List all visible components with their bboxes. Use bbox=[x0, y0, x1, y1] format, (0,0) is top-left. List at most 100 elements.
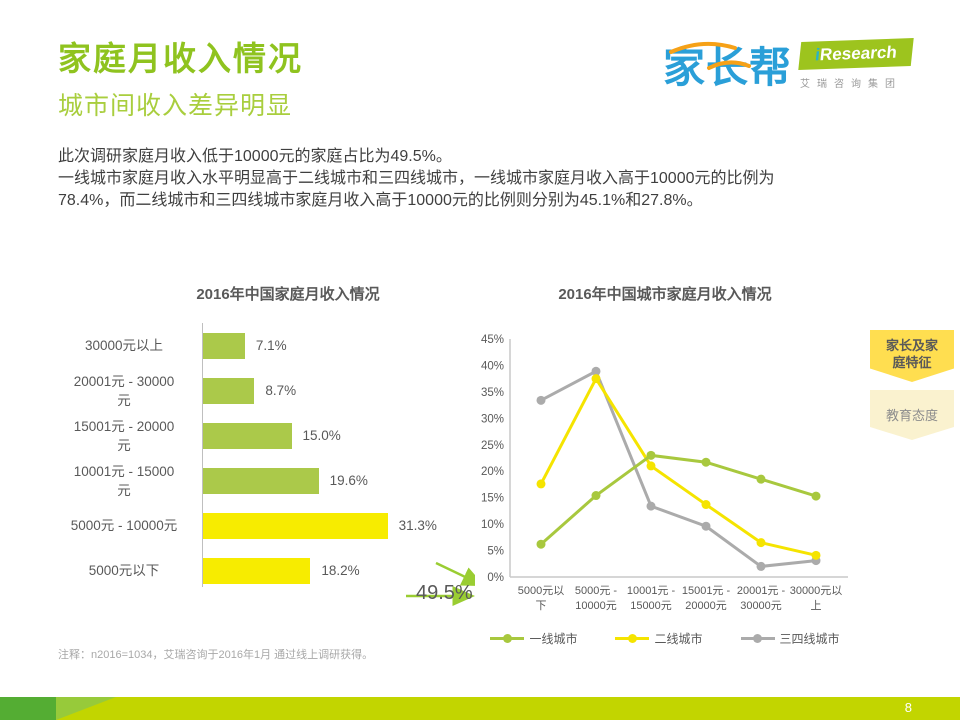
series-line-一线城市 bbox=[540, 453, 817, 546]
bar-category-label: 15001元 - 20000 元 bbox=[73, 418, 175, 453]
legend-item: 三四线城市 bbox=[740, 630, 840, 647]
iresearch-logo-text: iResearch bbox=[814, 42, 898, 65]
bar-track: 7.1% bbox=[196, 332, 468, 359]
data-point bbox=[591, 366, 601, 376]
x-category-label: 5000元 - 10000元 bbox=[574, 585, 618, 612]
iresearch-badge: iResearch bbox=[798, 38, 914, 70]
data-point bbox=[701, 500, 711, 510]
section-tabs: 家长及家 庭特征 教育态度 bbox=[870, 330, 954, 440]
y-tick-label: 0% bbox=[487, 572, 504, 583]
bar bbox=[203, 467, 319, 494]
y-tick-label: 40% bbox=[481, 360, 504, 372]
bar-category-label: 30000元以上 bbox=[84, 338, 164, 353]
bar-value-label: 8.7% bbox=[265, 383, 297, 398]
bar bbox=[203, 512, 388, 539]
footer-corner-decoration bbox=[0, 697, 56, 720]
line-chart: 2016年中国城市家庭月收入情况 0% 5% 10% 15% 20% 25% 30% 35% 4… bbox=[470, 283, 860, 663]
bar-value-label: 15.0% bbox=[302, 428, 341, 443]
arrow-diagonal bbox=[435, 561, 475, 587]
bar bbox=[203, 422, 292, 449]
tab-parent-family-traits[interactable]: 家长及家 庭特征 bbox=[870, 330, 954, 382]
legend-item: 二线城市 bbox=[615, 630, 703, 647]
legend-marker bbox=[490, 634, 525, 643]
line-chart-title: 2016年中国城市家庭月收入情况 bbox=[558, 286, 772, 303]
data-point bbox=[811, 550, 821, 560]
annotation-total-label: 49.5% bbox=[416, 582, 473, 604]
footer-corner-triangle bbox=[56, 697, 116, 720]
data-point bbox=[646, 461, 656, 471]
page-number: 8 bbox=[904, 700, 912, 715]
y-tick-label: 15% bbox=[481, 493, 504, 505]
legend-label: 二线城市 bbox=[654, 632, 703, 646]
data-point bbox=[536, 395, 546, 405]
bar bbox=[203, 377, 255, 404]
bar-value-label: 31.3% bbox=[398, 518, 437, 533]
page-subtitle: 城市间收入差异明显 bbox=[58, 92, 293, 120]
y-tick-label: 10% bbox=[481, 519, 504, 531]
iresearch-logo: iResearch 艾瑞咨询集团 bbox=[798, 38, 930, 90]
bar-category-label: 20001元 - 30000 元 bbox=[73, 373, 175, 408]
data-point bbox=[756, 474, 766, 484]
jiazhangbang-logo: 家长帮 bbox=[663, 44, 793, 91]
bar-row: 5000元 - 10000元 31.3% bbox=[58, 503, 468, 548]
bar-row: 5000元以下 18.2% bbox=[58, 548, 468, 593]
bar-chart-axis-line bbox=[202, 323, 203, 587]
page-title: 家庭月收入情况 bbox=[58, 40, 303, 77]
series-line-二线城市 bbox=[539, 375, 817, 557]
data-point bbox=[591, 491, 601, 501]
legend-label: 一线城市 bbox=[529, 632, 578, 646]
tab-education-attitude[interactable]: 教育态度 bbox=[870, 390, 954, 440]
bar-category-label: 10001元 - 15000 元 bbox=[73, 463, 175, 498]
bar-track: 15.0% bbox=[196, 422, 468, 449]
data-point bbox=[701, 457, 711, 467]
data-point bbox=[591, 374, 601, 384]
bar-row: 20001元 - 30000 元 8.7% bbox=[58, 368, 468, 413]
bar-row: 10001元 - 15000 元 19.6% bbox=[58, 458, 468, 503]
intro-paragraph: 此次调研家庭月收入低于10000元的家庭占比为49.5%。 一线城市家庭月收入水… bbox=[58, 146, 920, 212]
bar-category-label: 5000元以下 bbox=[88, 563, 160, 578]
y-tick-label: 20% bbox=[481, 466, 504, 478]
y-tick-label: 25% bbox=[481, 440, 504, 452]
intro-line: 此次调研家庭月收入低于10000元的家庭占比为49.5%。 bbox=[58, 148, 452, 165]
data-point bbox=[536, 539, 546, 549]
bar-track: 19.6% bbox=[196, 467, 468, 494]
legend-marker bbox=[740, 634, 775, 643]
line-chart-plot: 0% 5% 10% 15% 20% 25% 30% 35% 40% 45% bbox=[481, 334, 848, 583]
footer-bar: 8 bbox=[0, 697, 960, 720]
bar-value-label: 19.6% bbox=[329, 473, 368, 488]
y-tick-label: 5% bbox=[487, 546, 504, 558]
x-category-label: 30000元以 上 bbox=[789, 585, 843, 612]
legend-item: 一线城市 bbox=[490, 630, 577, 647]
intro-line: 78.4%，而二线城市和三四线城市家庭月收入高于10000元的比例则分别为45.… bbox=[58, 192, 703, 209]
x-category-label: 20001元 - 30000元 bbox=[736, 585, 786, 612]
line-chart-x-labels: 5000元以 下 5000元 - 10000元 10001元 - 15000元 150… bbox=[470, 584, 860, 616]
bar-track: 18.2% bbox=[196, 557, 468, 584]
bar-value-label: 18.2% bbox=[321, 563, 360, 578]
iresearch-subtitle: 艾瑞咨询集团 bbox=[800, 79, 902, 90]
annotation-arrows bbox=[406, 561, 475, 606]
data-point bbox=[701, 521, 711, 531]
y-tick-label: 45% bbox=[481, 334, 504, 346]
bar-track: 8.7% bbox=[196, 377, 468, 404]
bar bbox=[203, 332, 245, 359]
data-point bbox=[536, 479, 546, 489]
bar-chart: 2016年中国家庭月收入情况 30000元以上 7.1% 20001元 - 3000… bbox=[58, 283, 475, 613]
line-chart-legend: 一线城市 二线城市 三四线城市 bbox=[470, 630, 860, 647]
intro-line: 一线城市家庭月收入水平明显高于二线城市和三四线城市，一线城市家庭月收入高于100… bbox=[58, 170, 775, 187]
bar-track: 31.3% bbox=[196, 512, 468, 539]
bar-rows: 30000元以上 7.1% 20001元 - 30000 元 8.7% 15001元 -… bbox=[58, 323, 468, 593]
bar-value-label: 7.1% bbox=[255, 338, 287, 353]
y-tick-label: 35% bbox=[481, 387, 504, 399]
bar-category-label: 5000元 - 10000元 bbox=[70, 518, 178, 533]
bar bbox=[203, 557, 311, 584]
data-point bbox=[646, 501, 656, 511]
footnote: 注释：n2016=1034，艾瑞咨询于2016年1月 通过线上调研获得。 bbox=[58, 649, 374, 661]
legend-label: 三四线城市 bbox=[779, 632, 840, 646]
x-category-label: 10001元 - 15000元 bbox=[626, 585, 676, 612]
legend-marker bbox=[615, 634, 650, 643]
x-category-label: 15001元 - 20000元 bbox=[681, 585, 731, 612]
data-point bbox=[811, 491, 821, 501]
x-category-label: 5000元以 下 bbox=[517, 585, 565, 612]
data-point bbox=[756, 561, 766, 571]
